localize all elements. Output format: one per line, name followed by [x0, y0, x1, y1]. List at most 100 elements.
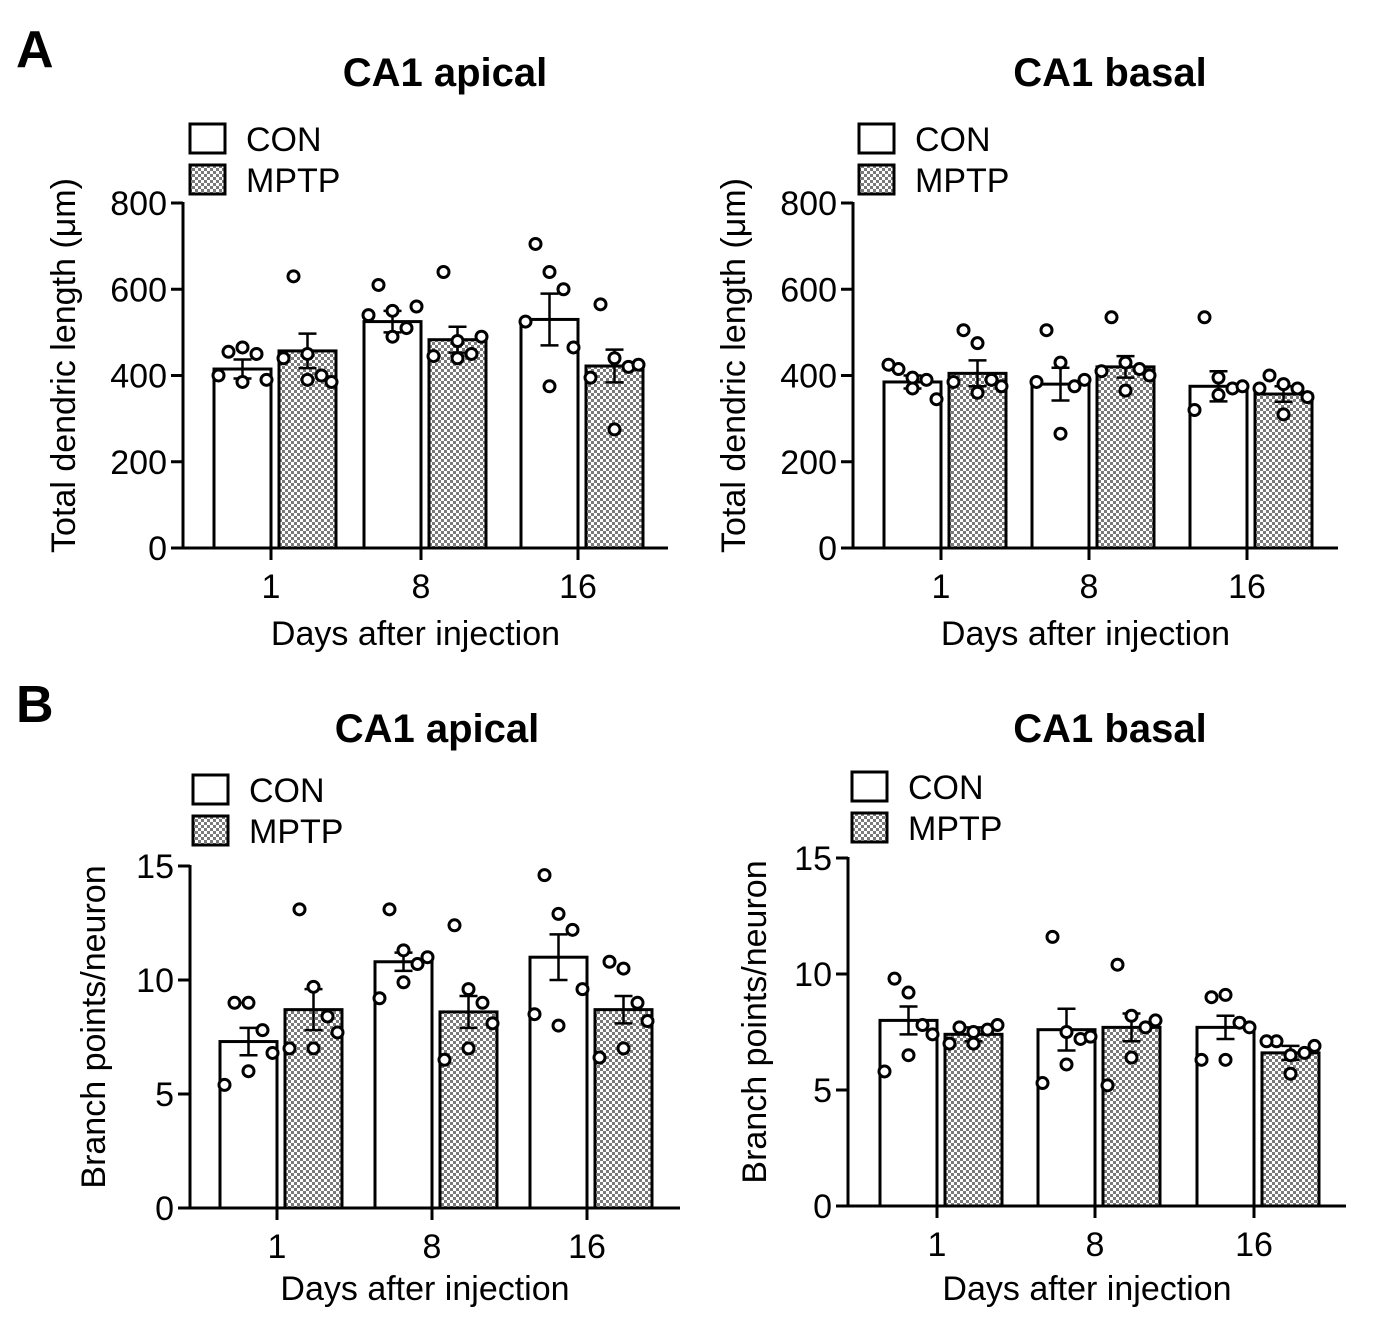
y-tick-label: 10 — [794, 956, 832, 994]
data-point-mptp-1 — [292, 902, 307, 917]
data-point-con-16 — [551, 1018, 566, 1033]
data-point-con-8 — [396, 975, 411, 990]
data-point-mptp-16 — [1300, 390, 1315, 405]
data-point-con-1 — [235, 340, 250, 355]
data-point-mptp-1 — [286, 269, 301, 284]
data-point-con-16 — [1211, 370, 1226, 385]
data-point-mptp-1 — [300, 346, 315, 361]
data-point-mptp-8 — [1094, 364, 1109, 379]
x-tick-label: 16 — [568, 1228, 606, 1266]
legend-label-mptp: MPTP — [908, 810, 1002, 848]
x-tick-label: 1 — [262, 568, 281, 606]
data-point-mptp-16 — [592, 1050, 607, 1065]
data-point-con-1 — [925, 1027, 940, 1042]
chart-title: CA1 basal — [1013, 51, 1206, 95]
x-tick-label: 16 — [559, 568, 597, 606]
bar-mptp-16 — [593, 1008, 654, 1210]
data-point-mptp-1 — [952, 1020, 967, 1035]
data-point-con-1 — [915, 1018, 930, 1033]
data-point-con-1 — [929, 392, 944, 407]
data-point-con-8 — [1035, 1076, 1050, 1091]
data-point-mptp-8 — [461, 982, 476, 997]
data-point-mptp-8 — [1142, 368, 1157, 383]
data-point-con-1 — [259, 372, 274, 387]
legend-label-mptp: MPTP — [915, 162, 1009, 200]
data-point-mptp-16 — [1262, 368, 1277, 383]
panel-letter-b: B — [16, 676, 54, 734]
data-point-mptp-16 — [630, 995, 645, 1010]
y-axis-label: Branch points/neuron — [736, 860, 774, 1183]
data-point-con-8 — [1045, 929, 1060, 944]
data-point-mptp-16 — [616, 961, 631, 976]
data-point-con-1 — [265, 1045, 280, 1060]
data-point-con-8 — [396, 943, 411, 958]
data-point-con-16 — [1204, 990, 1219, 1005]
data-point-mptp-1 — [942, 1036, 957, 1051]
data-point-mptp-1 — [966, 1025, 981, 1039]
legend-swatch-con — [191, 773, 230, 806]
data-point-con-8 — [1083, 1029, 1098, 1044]
bar-con-16 — [528, 955, 589, 1210]
data-point-con-8 — [372, 991, 387, 1006]
data-point-mptp-1 — [946, 374, 961, 389]
legend-label-con: CON — [246, 121, 322, 159]
data-point-mptp-16 — [602, 954, 617, 969]
legend-swatch-con — [850, 770, 889, 803]
data-point-con-16 — [1218, 987, 1233, 1002]
data-point-mptp-8 — [461, 1041, 476, 1056]
data-point-mptp-1 — [956, 323, 971, 338]
x-tick-label: 8 — [412, 568, 431, 606]
y-axis-label: Total dendric length (μm) — [715, 178, 753, 553]
data-point-mptp-8 — [1118, 355, 1133, 370]
chart-title: CA1 apical — [343, 51, 548, 95]
bar-con-8 — [362, 320, 423, 550]
y-tick-label: 0 — [813, 1188, 832, 1226]
x-tick-label: 1 — [932, 568, 951, 606]
x-tick-label: 1 — [268, 1228, 287, 1266]
data-point-con-8 — [1077, 372, 1092, 387]
data-point-con-16 — [1187, 403, 1202, 417]
data-point-con-1 — [881, 357, 896, 372]
data-point-mptp-1 — [970, 336, 985, 351]
data-point-con-1 — [211, 368, 226, 383]
data-point-mptp-1 — [282, 1041, 297, 1056]
data-point-mptp-16 — [607, 422, 622, 437]
y-tick-label: 0 — [155, 1190, 174, 1228]
y-tick-label: 15 — [136, 848, 174, 886]
data-point-mptp-16 — [583, 370, 598, 385]
data-point-mptp-8 — [1118, 383, 1133, 398]
bar-mptp-1 — [283, 1008, 344, 1210]
data-point-con-8 — [1059, 1025, 1074, 1039]
bar-con-16 — [519, 317, 580, 550]
y-tick-label: 15 — [794, 840, 832, 878]
chart-title: CA1 basal — [1013, 707, 1206, 751]
y-tick-label: 5 — [155, 1076, 174, 1114]
data-point-con-1 — [221, 344, 236, 359]
data-point-con-16 — [575, 982, 590, 997]
y-tick-label: 5 — [813, 1072, 832, 1110]
data-point-mptp-16 — [1307, 1038, 1322, 1053]
legend-swatch-mptp — [188, 163, 227, 196]
data-point-con-8 — [385, 303, 400, 318]
data-point-mptp-1 — [994, 379, 1009, 394]
data-point-con-16 — [556, 282, 571, 297]
data-point-con-8 — [1053, 355, 1068, 370]
panel-letter-a: A — [16, 21, 54, 79]
data-point-mptp-8 — [475, 995, 490, 1010]
legend-label-con: CON — [908, 769, 984, 807]
data-point-mptp-8 — [436, 265, 451, 279]
data-point-con-16 — [542, 379, 557, 394]
x-tick-label: 8 — [1080, 568, 1099, 606]
y-tick-label: 800 — [110, 185, 167, 223]
y-tick-label: 400 — [110, 358, 167, 396]
data-point-mptp-8 — [450, 334, 465, 348]
bar-con-1 — [212, 367, 273, 550]
x-tick-label: 8 — [1086, 1226, 1105, 1264]
data-point-mptp-16 — [1283, 1048, 1298, 1063]
data-point-con-8 — [361, 308, 376, 323]
data-point-con-1 — [235, 374, 250, 389]
bar-mptp-8 — [427, 338, 488, 550]
